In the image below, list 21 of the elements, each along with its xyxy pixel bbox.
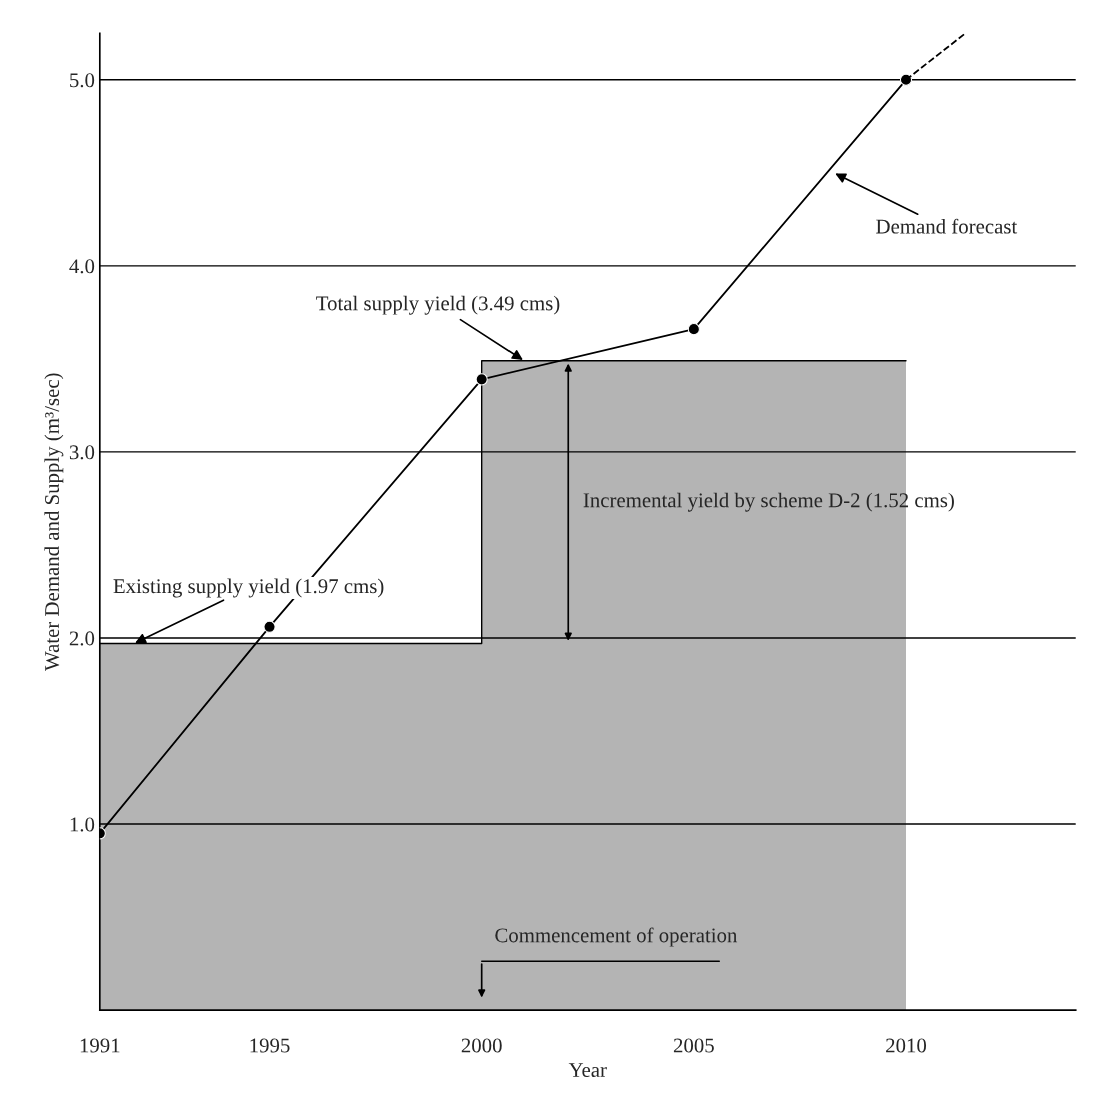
x-tick-label: 2005 bbox=[673, 1038, 714, 1053]
point bbox=[263, 620, 276, 633]
y-tick-label: 4.0 bbox=[69, 259, 95, 274]
x-axis-title: Year bbox=[568, 1063, 607, 1077]
point bbox=[899, 73, 913, 86]
annotation: Demand forecast bbox=[876, 218, 1018, 234]
y-tick-label: 5.0 bbox=[70, 73, 95, 88]
annotation: Existing supply yield (1.97 cms) bbox=[113, 578, 384, 598]
x-tick-label: 2000 bbox=[461, 1038, 502, 1053]
annotation: Total supply yield (3.49 cms) bbox=[316, 295, 560, 315]
y-tick-label: 1.0 bbox=[70, 817, 95, 832]
annotation: Incremental yield by scheme D-2 (1.52 cms) bbox=[583, 492, 954, 512]
y-axis-title: Water Demand and Supply (m³/sec) bbox=[44, 373, 64, 671]
y-tick-label: 3.0 bbox=[69, 445, 95, 460]
y-tick-label: 2.0 bbox=[69, 631, 95, 646]
x-tick-label: 2010 bbox=[886, 1038, 927, 1053]
x-tick-label: 1991 bbox=[80, 1038, 120, 1053]
x-tick-label: 1995 bbox=[250, 1038, 290, 1053]
annotation: Commencement of operation bbox=[495, 927, 738, 947]
point bbox=[687, 323, 700, 336]
point bbox=[475, 373, 488, 386]
